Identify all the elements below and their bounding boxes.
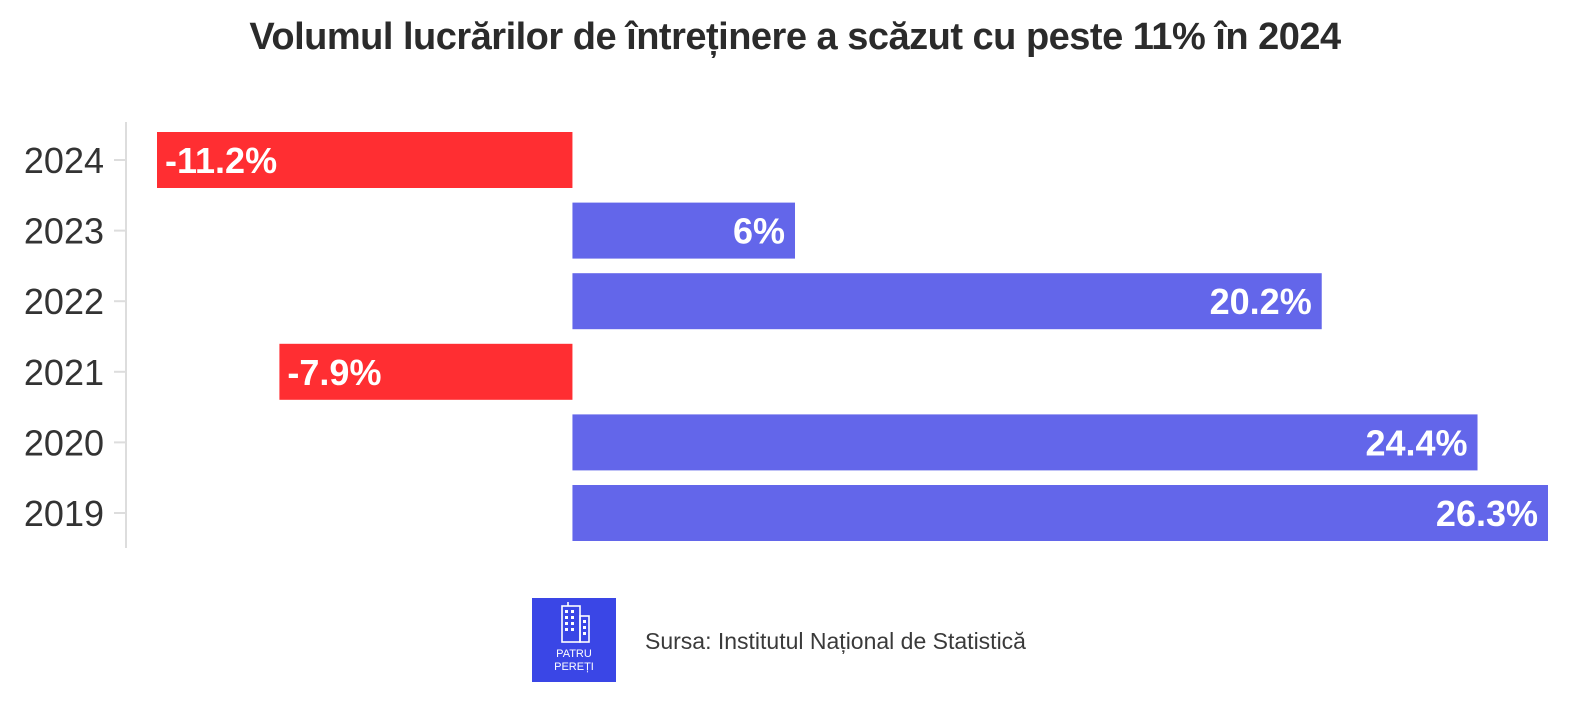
data-label: 20.2% [1210,281,1312,322]
patru-pereti-logo: PATRU PEREȚI [532,598,616,682]
y-tick-label: 2024 [24,140,104,181]
bar-2022 [572,273,1322,330]
bar-2020 [572,414,1478,471]
y-tick-label: 2019 [24,493,104,534]
source-note: Sursa: Institutul Național de Statistică [645,628,1026,654]
y-tick-label: 2022 [24,281,104,322]
data-label: 26.3% [1436,493,1538,534]
data-label: 24.4% [1365,422,1467,463]
bar-2024 [157,132,573,188]
building-icon [561,602,590,643]
y-tick-label: 2023 [24,211,104,252]
bar-2023 [572,202,796,259]
chart-title: Volumul lucrărilor de întreținere a scăz… [249,16,1341,58]
data-label: 6% [733,211,785,252]
bar-chart: 2024 -11.2% 2023 6% 2022 20.2% 2021 -7.9% 2020 24… [24,122,1548,548]
data-label: -11.2% [165,140,277,181]
bar-2019 [572,485,1548,541]
logo-text-line2: PEREȚI [554,661,594,673]
y-tick-label: 2020 [24,422,104,463]
data-label: -7.9% [287,352,381,393]
bar-2021 [279,343,573,400]
logo-text-line1: PATRU [556,648,592,660]
y-tick-label: 2021 [24,352,104,393]
